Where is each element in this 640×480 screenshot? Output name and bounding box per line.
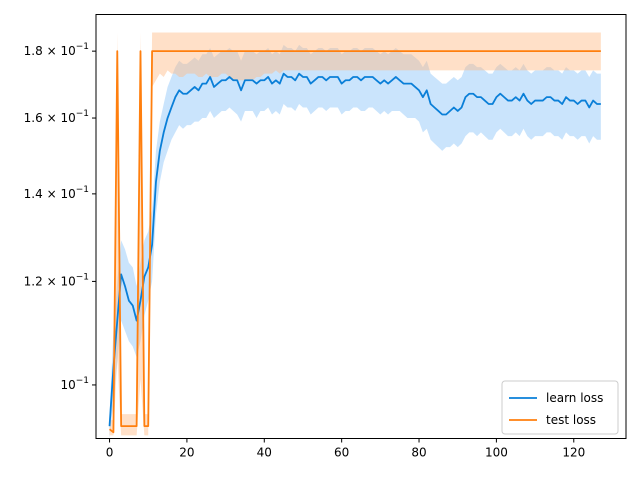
learn-loss-legend-label: learn loss <box>546 391 603 405</box>
x-tick-label: 60 <box>334 446 349 460</box>
learn-loss-band <box>109 44 601 439</box>
y-axis: 10−1 1.2 × 10−1 1.4 × 10−1 1.6 × 10−1 1.8 × … <box>24 42 96 392</box>
test-loss-legend-label: test loss <box>546 413 596 427</box>
x-tick-label: 80 <box>411 446 426 460</box>
learn-loss-line <box>108 72 601 427</box>
y-tick-label: 1.4 × 10−1 <box>24 185 89 201</box>
plot-area-frame <box>95 14 627 439</box>
x-tick-label: 0 <box>106 446 114 460</box>
y-tick-label: 1.6 × 10−1 <box>24 109 89 125</box>
uncertainty-bands <box>109 32 601 439</box>
x-tick-label: 20 <box>179 446 194 460</box>
y-tick-label: 10−1 <box>60 376 89 392</box>
test-loss-band <box>109 32 601 436</box>
series-lines <box>108 50 601 434</box>
legend: learn loss test loss <box>501 380 619 435</box>
y-tick-label: 1.8 × 10−1 <box>24 42 89 58</box>
x-axis: 0 20 40 60 80 100 120 <box>106 438 585 460</box>
x-tick-label: 120 <box>562 446 585 460</box>
x-tick-label: 40 <box>257 446 272 460</box>
y-tick-label: 1.2 × 10−1 <box>24 272 89 288</box>
test-loss-line <box>108 50 601 434</box>
x-tick-label: 100 <box>485 446 508 460</box>
